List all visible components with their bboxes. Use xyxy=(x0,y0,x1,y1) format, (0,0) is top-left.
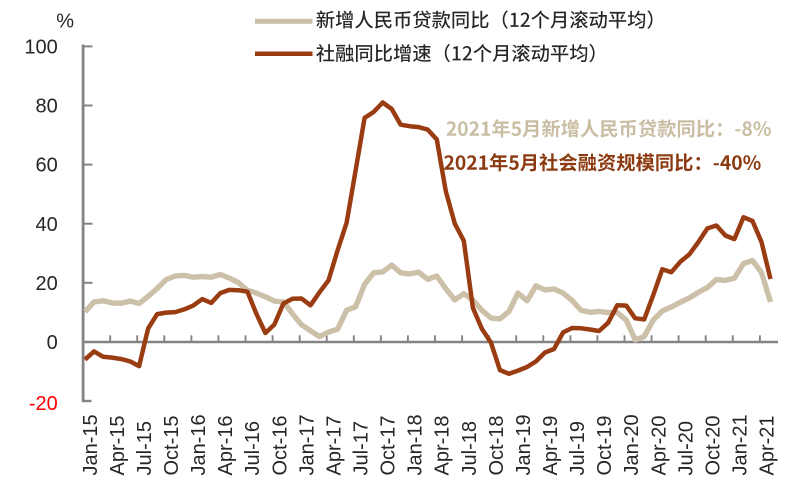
svg-text:Apr-19: Apr-19 xyxy=(540,415,562,475)
svg-text:Oct-16: Oct-16 xyxy=(269,415,291,475)
svg-text:-20: -20 xyxy=(29,393,58,415)
svg-text:Apr-15: Apr-15 xyxy=(107,415,129,475)
svg-text:%: % xyxy=(56,11,74,33)
svg-text:20: 20 xyxy=(36,273,58,295)
svg-text:Jan-19: Jan-19 xyxy=(513,414,535,475)
svg-text:Jan-17: Jan-17 xyxy=(296,414,318,475)
svg-text:0: 0 xyxy=(47,332,58,354)
svg-text:Oct-15: Oct-15 xyxy=(161,415,183,475)
svg-text:Oct-19: Oct-19 xyxy=(594,415,616,475)
svg-text:Jan-16: Jan-16 xyxy=(188,414,210,475)
svg-text:40: 40 xyxy=(36,214,58,236)
svg-text:Jan-20: Jan-20 xyxy=(621,414,643,475)
svg-text:80: 80 xyxy=(36,96,58,118)
svg-text:Oct-18: Oct-18 xyxy=(486,415,508,475)
svg-text:Apr-20: Apr-20 xyxy=(648,415,670,475)
svg-text:Apr-21: Apr-21 xyxy=(757,415,779,475)
svg-text:Apr-16: Apr-16 xyxy=(215,415,237,475)
svg-text:Jul-20: Jul-20 xyxy=(675,421,697,475)
svg-text:60: 60 xyxy=(36,155,58,177)
svg-text:Jan-18: Jan-18 xyxy=(405,414,427,475)
svg-text:Oct-20: Oct-20 xyxy=(702,415,724,475)
svg-text:Jul-18: Jul-18 xyxy=(459,421,481,475)
svg-text:Oct-17: Oct-17 xyxy=(378,415,400,475)
svg-text:Jul-19: Jul-19 xyxy=(567,421,589,475)
svg-text:Jul-15: Jul-15 xyxy=(134,421,156,475)
svg-text:Jan-15: Jan-15 xyxy=(80,414,102,475)
svg-text:Jul-16: Jul-16 xyxy=(242,421,264,475)
svg-text:Jul-17: Jul-17 xyxy=(351,421,373,475)
svg-text:Jan-21: Jan-21 xyxy=(730,414,752,475)
svg-text:Apr-18: Apr-18 xyxy=(432,415,454,475)
svg-text:100: 100 xyxy=(24,37,57,59)
svg-text:Apr-17: Apr-17 xyxy=(323,415,345,475)
